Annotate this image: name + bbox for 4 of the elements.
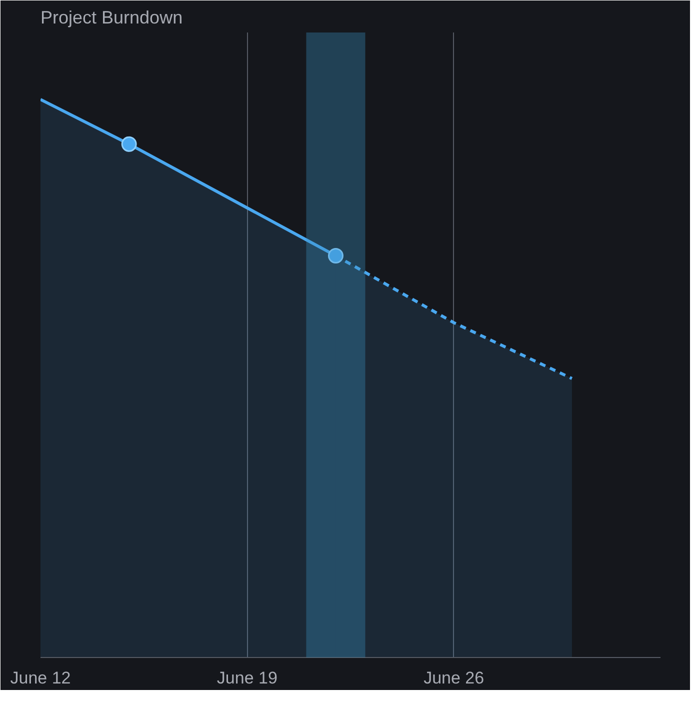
- x-tick-label: June 19: [216, 668, 278, 688]
- x-tick-label: June 26: [424, 668, 484, 688]
- chart-title: Project Burndown: [40, 8, 183, 28]
- x-tick-label: June 12: [10, 668, 71, 688]
